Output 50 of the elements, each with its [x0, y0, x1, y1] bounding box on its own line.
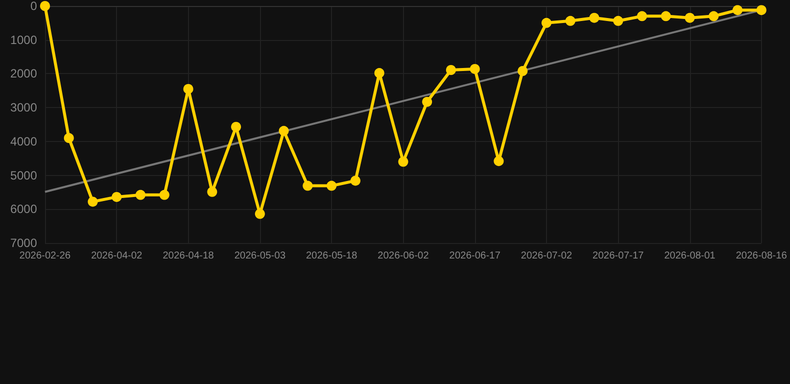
point	[136, 190, 146, 200]
point	[660, 11, 671, 22]
x-tick-label: 2026-07-17	[592, 250, 644, 262]
y-tick-label: 4000	[10, 134, 38, 148]
point	[613, 16, 624, 26]
point	[64, 133, 74, 144]
y-tick-label: 2000	[10, 66, 38, 81]
point	[231, 122, 242, 132]
point	[446, 64, 456, 75]
point	[350, 176, 360, 186]
point	[708, 11, 719, 22]
y-tick-label: 1000	[10, 32, 38, 47]
point	[278, 126, 289, 136]
point	[518, 66, 528, 76]
y-tick-label: 3000	[10, 100, 38, 115]
point	[637, 11, 648, 22]
point	[40, 1, 50, 11]
point	[183, 84, 194, 94]
x-tick-label: 2026-08-16	[736, 250, 788, 262]
point	[374, 68, 384, 78]
x-tick-label: 2026-07-02	[520, 250, 573, 262]
point	[112, 192, 122, 202]
y-tick-label: 5000	[10, 168, 38, 182]
point	[159, 190, 170, 200]
point	[88, 196, 98, 207]
point	[565, 16, 576, 26]
y-tick-label: 6000	[10, 202, 38, 216]
x-tick-label: 2026-05-03	[234, 250, 286, 262]
point	[494, 156, 504, 166]
point	[326, 180, 337, 191]
x-tick-label: 2026-02-26	[19, 250, 72, 262]
y-tick-label: 7000	[10, 236, 38, 250]
point	[207, 186, 218, 197]
x-tick-label: 2026-06-17	[449, 250, 501, 262]
point	[470, 64, 480, 74]
x-tick-label: 2026-06-02	[378, 250, 430, 262]
point	[756, 5, 766, 16]
point	[254, 208, 265, 219]
point	[422, 96, 432, 107]
y-tick-label: 0	[30, 0, 38, 13]
x-tick-label: 2026-08-01	[664, 250, 716, 262]
point	[589, 12, 600, 23]
point	[398, 156, 408, 167]
x-tick-label: 2026-04-02	[91, 250, 143, 262]
point	[302, 180, 313, 191]
x-tick-label: 2026-04-18	[162, 250, 214, 262]
point	[542, 18, 552, 28]
point	[732, 5, 743, 16]
point	[684, 12, 695, 23]
x-tick-label: 2026-05-18	[306, 250, 358, 262]
